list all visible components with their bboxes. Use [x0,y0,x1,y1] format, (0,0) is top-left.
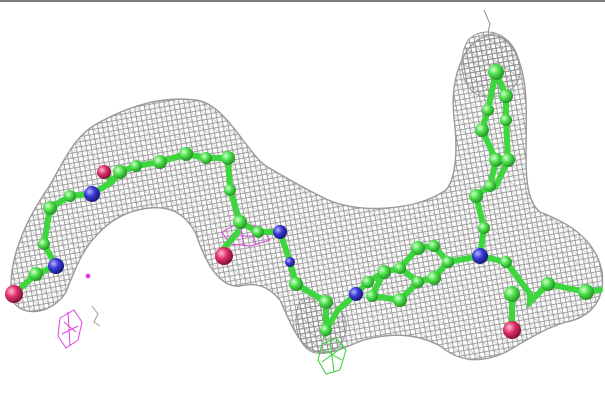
nitrogen-atoms [48,186,488,301]
electron-density-mesh [10,9,604,361]
stray-fragment [91,305,101,327]
carbon-atoms [29,64,594,336]
green-density-patch [317,337,347,375]
oxygen-atoms [5,165,521,339]
ligand-atoms [5,64,594,339]
